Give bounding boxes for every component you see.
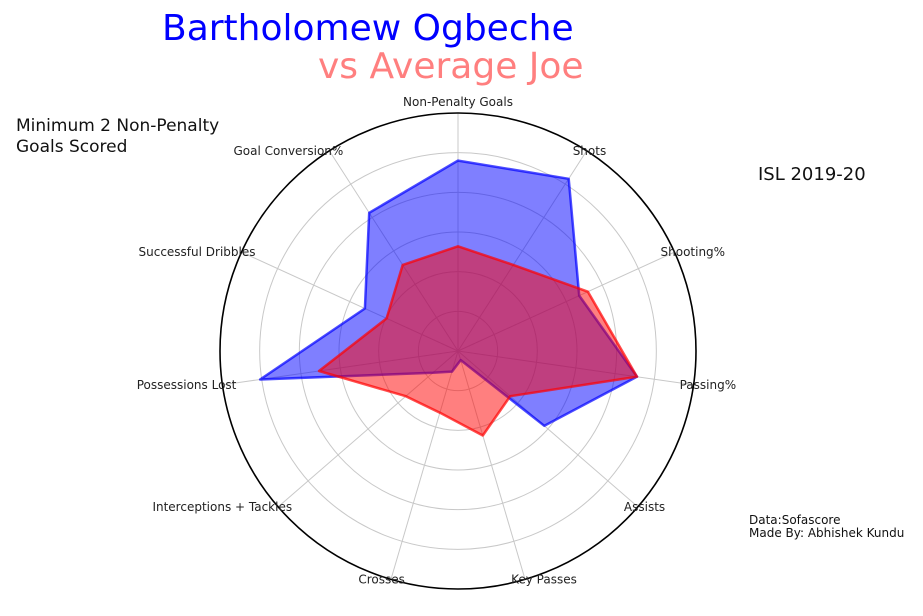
axis-label: Shooting% — [661, 245, 726, 259]
criteria-note: Minimum 2 Non-Penalty Goals Scored — [16, 116, 220, 157]
chart-subtitle: vs Average Joe — [318, 46, 584, 87]
axis-label: Passing% — [680, 378, 737, 392]
axis-label: Crosses — [358, 572, 405, 586]
season-label: ISL 2019-20 — [758, 164, 866, 185]
axis-label: Possessions Lost — [137, 378, 237, 392]
axis-label: Interceptions + Tackles — [152, 500, 292, 514]
axis-label: Goal Conversion% — [233, 144, 343, 158]
axis-label: Non-Penalty Goals — [403, 95, 513, 109]
series-area-average — [317, 245, 639, 437]
axis-label: Key Passes — [511, 572, 577, 586]
axis-label: Assists — [624, 500, 665, 514]
chart-title: Bartholomew Ogbeche — [162, 8, 574, 49]
axis-label: Shots — [573, 144, 607, 158]
credits-note: Data:Sofascore Made By: Abhishek Kundu — [749, 513, 905, 540]
polar-frame — [219, 112, 697, 590]
axis-label: Successful Dribbles — [139, 245, 256, 259]
